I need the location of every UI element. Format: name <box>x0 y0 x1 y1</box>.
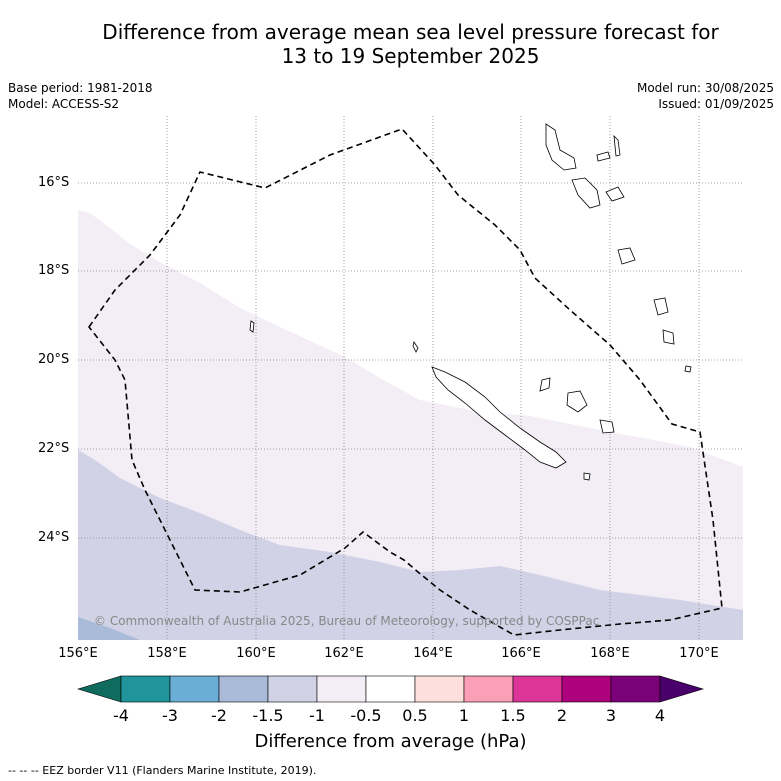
meta-right: Model run: 30/08/2025 Issued: 01/09/2025 <box>637 80 774 112</box>
graticule <box>78 116 743 640</box>
base-period: Base period: 1981-2018 <box>8 81 153 95</box>
lat-label-20s: 20°S <box>38 352 70 367</box>
colorbar-extend-low <box>76 675 122 703</box>
colorbar-tick: 4 <box>654 706 666 725</box>
small-island-4 <box>684 365 692 373</box>
new-caledonia-island <box>431 366 567 469</box>
title-line-2: 13 to 19 September 2025 <box>281 44 540 68</box>
colorbar-tick: -3 <box>162 706 178 725</box>
colorbar-tick: -4 <box>113 706 129 725</box>
lon-label-170e: 170°E <box>679 646 719 661</box>
model-name: Model: ACCESS-S2 <box>8 97 120 111</box>
loyalty-island-1 <box>539 377 551 392</box>
colorbar-bin-7 <box>414 675 465 703</box>
eez-legend-note: -- -- -- EEZ border V11 (Flanders Marine… <box>8 764 317 777</box>
colorbar-tick: 1.5 <box>500 706 526 725</box>
small-island-3 <box>249 320 255 333</box>
lon-label-160e: 160°E <box>236 646 276 661</box>
lon-label-166e: 166°E <box>501 646 541 661</box>
colorbar-title: Difference from average (hPa) <box>254 731 527 752</box>
colorbar-tick: 0.5 <box>402 706 428 725</box>
lon-label-156e: 156°E <box>58 646 98 661</box>
model-run: Model run: 30/08/2025 <box>636 81 774 95</box>
colorbar-bin-11 <box>610 675 661 703</box>
colorbar-bin-2 <box>169 675 220 703</box>
colorbar-bin-3 <box>218 675 269 703</box>
colorbar-bin-8 <box>463 675 514 703</box>
anomaly-band-dark <box>78 617 140 640</box>
anomaly-band-medium <box>78 450 743 640</box>
loyalty-island-2 <box>566 390 588 413</box>
lon-label-168e: 168°E <box>590 646 630 661</box>
colorbar-extend-high <box>659 675 705 703</box>
small-island-2 <box>412 341 419 353</box>
vanuatu-island-5 <box>605 186 625 202</box>
issued-date: Issued: 01/09/2025 <box>658 97 774 111</box>
vanuatu-island-4 <box>571 177 601 209</box>
vanuatu-island-3 <box>613 134 621 157</box>
lat-label-24s: 24°S <box>38 530 70 545</box>
loyalty-island-3 <box>599 419 615 434</box>
colorbar-bin-10 <box>561 675 612 703</box>
map-plot-area <box>78 116 743 640</box>
vanuatu-island-2 <box>596 151 611 162</box>
vanuatu-island-1 <box>545 123 577 171</box>
lat-label-18s: 18°S <box>38 263 70 278</box>
colorbar-tick: -1 <box>309 706 325 725</box>
title-line-1: Difference from average mean sea level p… <box>102 20 719 44</box>
meta-left: Base period: 1981-2018 Model: ACCESS-S2 <box>8 80 153 112</box>
small-island-1 <box>583 472 591 481</box>
vanuatu-island-8 <box>662 329 675 345</box>
lon-label-158e: 158°E <box>147 646 187 661</box>
colorbar-bin-1 <box>120 675 171 703</box>
colorbar-bin-9 <box>512 675 563 703</box>
copyright-credit: © Commonwealth of Australia 2025, Bureau… <box>94 614 600 628</box>
map-title: Difference from average mean sea level p… <box>40 20 781 68</box>
colorbar-tick: 1 <box>458 706 470 725</box>
lon-label-162e: 162°E <box>324 646 364 661</box>
lat-label-16s: 16°S <box>38 175 70 190</box>
colorbar-tick: 3 <box>605 706 617 725</box>
colorbar-bin-6 <box>365 675 416 703</box>
vanuatu-island-6 <box>617 247 636 265</box>
lat-label-22s: 22°S <box>38 441 70 456</box>
colorbar-tick: 2 <box>556 706 568 725</box>
colorbar-bin-4 <box>267 675 318 703</box>
vanuatu-island-7 <box>653 297 669 316</box>
colorbar <box>76 675 705 703</box>
colorbar-bin-5 <box>316 675 367 703</box>
colorbar-tick: -1.5 <box>252 706 284 725</box>
colorbar-tick: -2 <box>211 706 227 725</box>
eez-border <box>88 128 723 636</box>
colorbar-tick: -0.5 <box>350 706 382 725</box>
lon-label-164e: 164°E <box>413 646 453 661</box>
